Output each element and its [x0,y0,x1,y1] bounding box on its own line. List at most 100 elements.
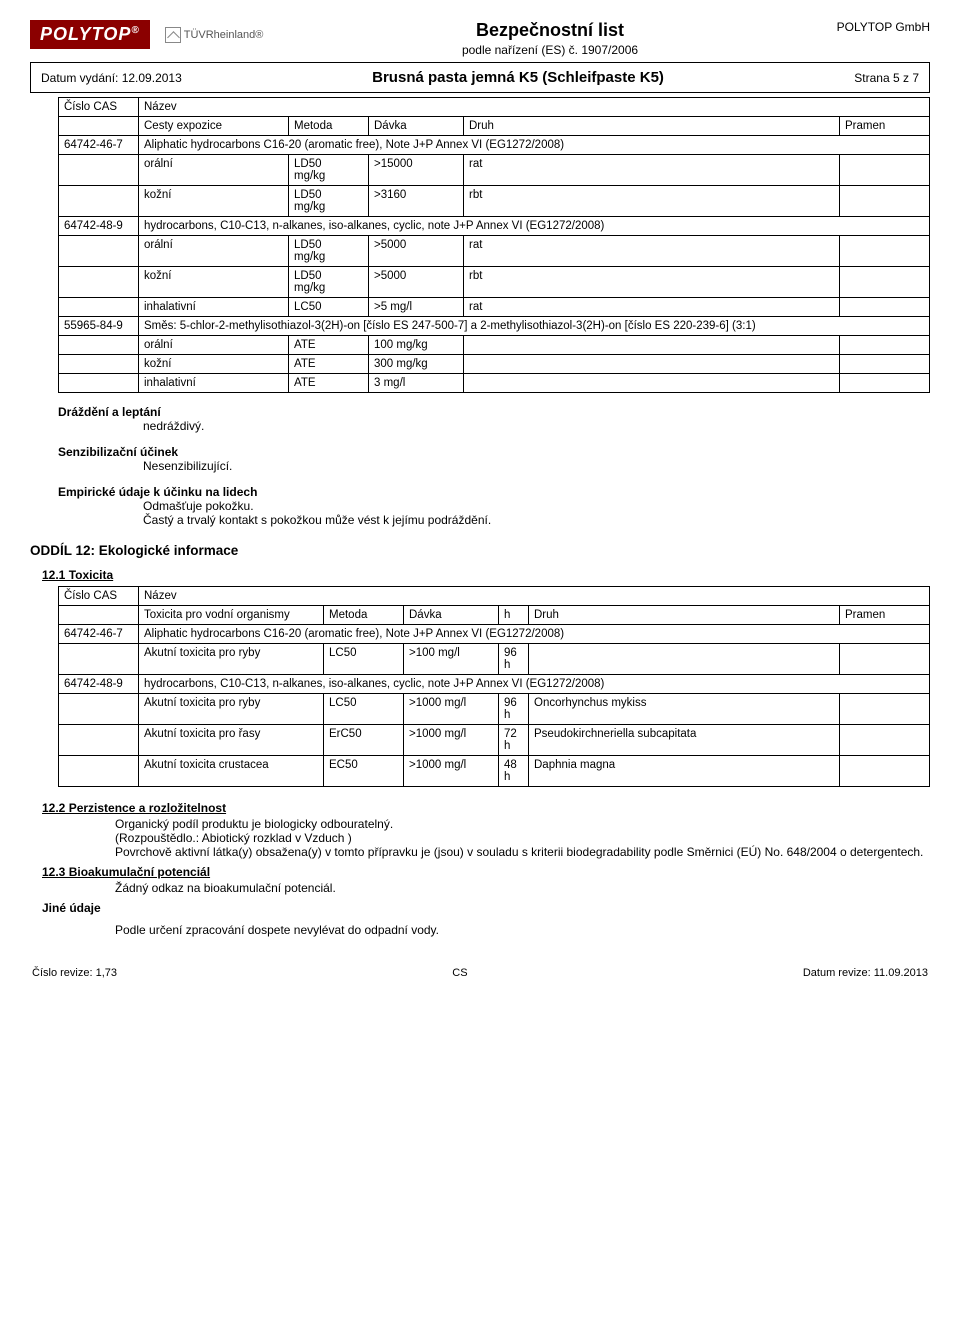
table-cell [840,267,930,298]
table-cell: Aliphatic hydrocarbons C16-20 (aromatic … [139,136,930,155]
company-name: POLYTOP GmbH [837,20,930,34]
table-cell: 96h [499,694,529,725]
table-cell: 3 mg/l [369,374,464,393]
empir-text2: Častý a trvalý kontakt s pokožkou může v… [143,513,930,527]
table-cell: kožní [139,267,289,298]
table-cell: kožní [139,186,289,217]
table-cell: 64742-48-9 [59,675,139,694]
irritation-block: Dráždění a leptání nedráždivý. [58,405,930,433]
table-cell [464,336,840,355]
empirical-block: Empirické údaje k účinku na lidech Odmaš… [58,485,930,527]
table-cell: Akutní toxicita pro ryby [139,694,324,725]
footer-left: Číslo revize: 1,73 [32,967,117,979]
table-cell: >1000 mg/l [404,756,499,787]
table-cell [529,644,840,675]
sub-12-1: 12.1 Toxicita [42,568,930,582]
table-cell: Akutní toxicita pro řasy [139,725,324,756]
eco-th-name: Název [139,587,930,606]
eco-th-species: Druh [529,606,840,625]
other-data-label: Jiné údaje [42,901,101,915]
table-cell: LC50 [324,694,404,725]
product-name: Brusná pasta jemná K5 (Schleifpaste K5) [372,69,664,86]
page-info: Strana 5 z 7 [854,71,919,85]
table-cell: 72h [499,725,529,756]
table-cell: Aliphatic hydrocarbons C16-20 (aromatic … [139,625,930,644]
table-cell: Oncorhynchus mykiss [529,694,840,725]
doc-subtitle: podle nařízení (ES) č. 1907/2006 [263,43,836,57]
table-cell: LD50mg/kg [289,236,369,267]
doc-title: Bezpečnostní list [263,20,836,41]
other-data-text: Podle určení zpracování dospete nevyléva… [115,923,930,937]
text-line: (Rozpouštědlo.: Abiotický rozklad v Vzdu… [115,831,930,845]
th-dose: Dávka [369,117,464,136]
empir-text1: Odmašťuje pokožku. [143,499,930,513]
table-cell [840,644,930,675]
logo-polytop: POLYTOP® [30,20,150,49]
toxicity-table: Číslo CAS Název Cesty expozice Metoda Dá… [58,97,930,393]
table-cell: orální [139,236,289,267]
table-cell: LC50 [324,644,404,675]
footer-right: Datum revize: 11.09.2013 [803,967,928,979]
sens-text: Nesenzibilizující. [143,459,930,473]
table-cell: >5 mg/l [369,298,464,317]
table-cell [464,355,840,374]
eco-th-cas: Číslo CAS [59,587,139,606]
th-cas: Číslo CAS [59,98,139,117]
table-cell: hydrocarbons, C10-C13, n-alkanes, iso-al… [139,675,930,694]
header-bar: Datum vydání: 12.09.2013 Brusná pasta je… [30,62,930,93]
table-cell: kožní [139,355,289,374]
table-cell: 100 mg/kg [369,336,464,355]
table-cell: >15000 [369,155,464,186]
table-cell [840,374,930,393]
irritation-text: nedráždivý. [143,419,930,433]
footer-center: CS [452,967,467,979]
table-cell: rat [464,298,840,317]
sub-12-2: 12.2 Perzistence a rozložitelnost [42,801,930,815]
table-cell: EC50 [324,756,404,787]
table-cell: LC50 [289,298,369,317]
empir-label: Empirické údaje k účinku na lidech [58,485,930,499]
sub-12-3: 12.3 Bioakumulační potenciál [42,865,930,879]
tuv-text: TÜVRheinland® [184,29,264,41]
table-cell [840,336,930,355]
tuv-logo: TÜVRheinland® [165,27,264,43]
text-line: Povrchově aktivní látka(y) obsažena(y) v… [115,845,930,859]
table-cell: 64742-46-7 [59,136,139,155]
table-cell: inhalativní [139,298,289,317]
table-cell: 300 mg/kg [369,355,464,374]
table-cell: LD50mg/kg [289,267,369,298]
table-cell: 48h [499,756,529,787]
table-cell: rat [464,155,840,186]
table-cell: 55965-84-9 [59,317,139,336]
table-cell: rbt [464,186,840,217]
table-cell [840,186,930,217]
sec12-3-text: Žádný odkaz na bioakumulační potenciál. [115,881,930,895]
table-cell: LD50mg/kg [289,155,369,186]
sens-block: Senzibilizační účinek Nesenzibilizující. [58,445,930,473]
table-cell: >5000 [369,236,464,267]
table-cell: Směs: 5-chlor-2-methylisothiazol-3(2H)-o… [139,317,930,336]
table-cell: >100 mg/l [404,644,499,675]
table-cell [840,355,930,374]
eco-th-org: Toxicita pro vodní organismy [139,606,324,625]
table-cell: rbt [464,267,840,298]
sec12-2-text: Organický podíl produktu je biologicky o… [115,817,930,859]
table-cell [840,694,930,725]
table-cell: Daphnia magna [529,756,840,787]
table-cell: >3160 [369,186,464,217]
issue-date: Datum vydání: 12.09.2013 [41,71,182,85]
eco-th-dose: Dávka [404,606,499,625]
table-cell: LD50mg/kg [289,186,369,217]
th-source: Pramen [840,117,930,136]
table-cell: orální [139,336,289,355]
th-name: Název [139,98,930,117]
table-cell [840,236,930,267]
table-cell: hydrocarbons, C10-C13, n-alkanes, iso-al… [139,217,930,236]
th-route: Cesty expozice [139,117,289,136]
eco-th-h: h [499,606,529,625]
table-cell [840,155,930,186]
table-cell: ATE [289,374,369,393]
table-cell [840,725,930,756]
table-cell: 64742-48-9 [59,217,139,236]
table-cell [840,298,930,317]
